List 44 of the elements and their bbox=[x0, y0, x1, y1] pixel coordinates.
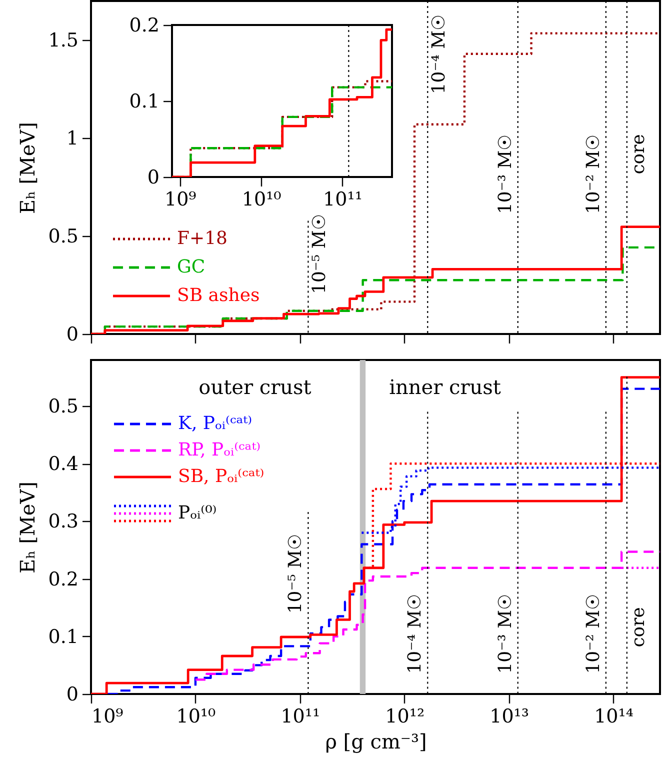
annotation: inner crust bbox=[389, 375, 501, 399]
x-tick-label: 10¹¹ bbox=[323, 188, 362, 210]
y-tick-label: 0.5 bbox=[48, 226, 78, 248]
x-tick-label: 10¹⁰ bbox=[242, 188, 282, 210]
y-tick-label: 0 bbox=[147, 166, 160, 188]
legend-label: SB ashes bbox=[177, 285, 260, 306]
ref-line-label: 10⁻⁴ M☉ bbox=[428, 14, 450, 94]
y-tick-label: 0.2 bbox=[129, 14, 160, 36]
annotation: outer crust bbox=[198, 375, 312, 399]
x-tick-label: 10⁹ bbox=[92, 706, 124, 728]
y-tick-label: 0.2 bbox=[48, 568, 78, 590]
x-tick-label: 10¹⁴ bbox=[594, 706, 634, 728]
y-tick-label: 0.4 bbox=[48, 453, 78, 476]
y-tick-label: 0 bbox=[66, 684, 78, 706]
x-tick-label: 10¹¹ bbox=[280, 706, 320, 728]
ref-line-label: 10⁻² M☉ bbox=[582, 134, 604, 214]
ref-line-label: 10⁻³ M☉ bbox=[494, 134, 516, 214]
legend-label: SB, Pₒᵢ⁽ᶜᵃᵗ⁾ bbox=[178, 466, 264, 487]
x-tick-label: 10⁹ bbox=[164, 188, 197, 210]
y-axis-title: Eₕ [MeV] bbox=[15, 482, 40, 574]
x-tick-label: 10¹⁰ bbox=[176, 706, 216, 728]
ref-line-label: 10⁻³ M☉ bbox=[494, 594, 516, 674]
x-tick-label: 10¹² bbox=[385, 706, 425, 728]
legend-label: F+18 bbox=[177, 228, 228, 249]
ref-line-label: 10⁻² M☉ bbox=[582, 594, 604, 674]
ref-line-label: 10⁻⁵ M☉ bbox=[309, 214, 330, 294]
x-tick-label: 10¹³ bbox=[490, 706, 530, 728]
legend-label: K, Pₒᵢ⁽ᶜᵃᵗ⁾ bbox=[178, 413, 252, 434]
y-axis-title: Eₕ [MeV] bbox=[15, 122, 40, 214]
y-tick-label: 0.3 bbox=[48, 510, 78, 533]
legend-label: Pₒᵢ⁽⁰⁾ bbox=[178, 502, 217, 524]
y-tick-label: 0 bbox=[66, 324, 78, 346]
legend-label: RP, Pₒᵢ⁽ᶜᵃᵗ⁾ bbox=[178, 440, 261, 460]
y-tick-label: 0.1 bbox=[129, 90, 160, 112]
x-axis-title: ρ [g cm⁻³] bbox=[325, 730, 427, 754]
ref-line-label: core bbox=[628, 134, 649, 174]
y-tick-label: 0.5 bbox=[48, 396, 78, 418]
ref-line-label: core bbox=[628, 607, 649, 648]
ref-line-label: 10⁻⁴ M☉ bbox=[404, 594, 426, 674]
legend-label: GC bbox=[177, 256, 206, 278]
y-tick-label: 0.1 bbox=[48, 626, 78, 648]
y-tick-label: 1.5 bbox=[48, 30, 78, 52]
y-tick-label: 1 bbox=[66, 128, 78, 150]
ref-line-label: 10⁻⁵ M☉ bbox=[285, 534, 306, 614]
